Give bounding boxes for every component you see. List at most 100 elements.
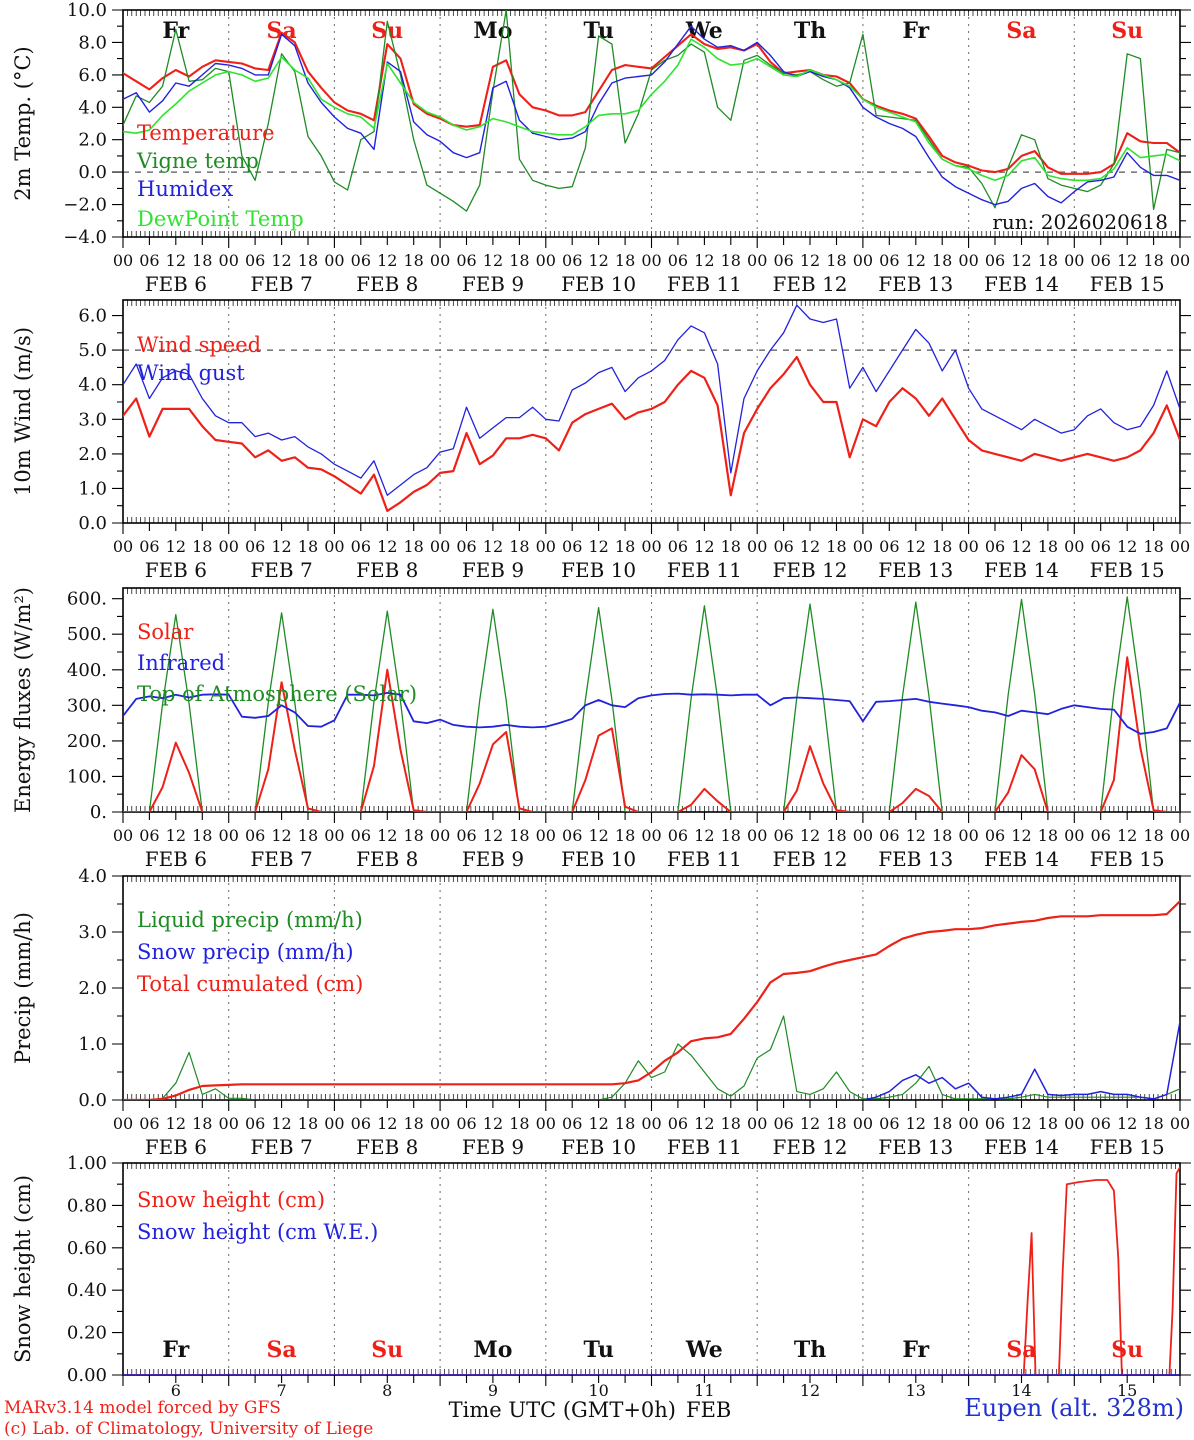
hour-label: 18: [826, 1114, 846, 1133]
hour-label: 12: [906, 251, 926, 270]
hour-label: 18: [932, 1114, 952, 1133]
legend-temperature: Temperature: [137, 121, 275, 145]
hour-label: 12: [800, 537, 820, 556]
panel-energy: 0. 100. 200. 300. 400. 500. 600. 00 06 12 18 00 06 12…: [11, 587, 1191, 871]
hour-label: 00: [536, 1114, 556, 1133]
hour-label: 18: [509, 537, 529, 556]
hour-label: 18: [826, 826, 846, 845]
hour-label: 00: [641, 251, 661, 270]
day-number-label: 9: [488, 1381, 498, 1400]
hour-label: 18: [932, 251, 952, 270]
hour-label: 00: [219, 826, 239, 845]
hour-label: 12: [800, 251, 820, 270]
date-label: FEB 10: [561, 1135, 636, 1159]
series-liquid-precip-mm-h: [123, 1015, 1180, 1100]
hour-label: 00: [641, 1114, 661, 1133]
y-axis-title-precip: Precip (mm/h): [11, 912, 35, 1064]
hour-label: 00: [747, 1114, 767, 1133]
day-number-label: 11: [694, 1381, 714, 1400]
date-label: FEB 12: [773, 272, 848, 296]
y-tick-label: 1.00: [67, 1153, 107, 1174]
y-ticks: [112, 598, 1191, 813]
date-label: FEB 15: [1090, 847, 1165, 871]
hour-label: 18: [403, 251, 423, 270]
day-name-label: Th: [794, 18, 826, 44]
y-tick-label: 10.0: [67, 0, 107, 21]
series-wind-gust: [123, 304, 1180, 496]
y-tick-label: 0.60: [67, 1238, 107, 1259]
hour-label: 00: [430, 537, 450, 556]
hour-label: 18: [298, 1114, 318, 1133]
hour-label: 12: [377, 1114, 397, 1133]
hour-label: 00: [430, 251, 450, 270]
day-name-label: Su: [371, 1337, 403, 1363]
y-tick-label: 2.0: [78, 444, 107, 465]
hour-label: 00: [1170, 826, 1190, 845]
hour-label: 06: [562, 251, 582, 270]
hour-label: 00: [1064, 1114, 1084, 1133]
hour-label: 18: [1038, 1114, 1058, 1133]
day-number-label: 8: [382, 1381, 392, 1400]
hour-label: 00: [853, 1114, 873, 1133]
day-number-label: 14: [1011, 1381, 1031, 1400]
date-label: FEB 6: [145, 1135, 207, 1159]
hour-label: 12: [1011, 1114, 1031, 1133]
panel-snow: 0.00 0.20 0.40 0.60 0.80 1.00 6 7 8 9 10 11 12 13 14 15…: [11, 1153, 1191, 1400]
date-label: FEB 9: [462, 1135, 524, 1159]
y-tick-label: 400.: [67, 660, 107, 681]
hour-label: 12: [694, 1114, 714, 1133]
hour-label: 18: [298, 826, 318, 845]
hour-label: 00: [219, 251, 239, 270]
hour-label: 18: [721, 251, 741, 270]
hour-label: 06: [668, 251, 688, 270]
hour-label: 12: [483, 251, 503, 270]
hour-label: 06: [139, 537, 159, 556]
hour-label: 12: [271, 251, 291, 270]
date-label: FEB 14: [984, 272, 1059, 296]
six-hour-ticks: [122, 812, 1181, 823]
y-tick-label: 1.0: [78, 478, 107, 499]
hour-label: 12: [906, 537, 926, 556]
hour-label: 00: [747, 537, 767, 556]
hour-label: 18: [826, 537, 846, 556]
y-tick-label: 0.0: [78, 513, 107, 534]
hour-label: 06: [1091, 537, 1111, 556]
hour-label: 18: [721, 1114, 741, 1133]
series-vigne-temp: [123, 10, 1180, 212]
hour-label: 12: [1117, 251, 1137, 270]
hour-label: 12: [271, 826, 291, 845]
hour-label: 00: [958, 251, 978, 270]
date-label: FEB 7: [250, 558, 312, 582]
legend-total-cumulated-cm: Total cumulated (cm): [137, 972, 363, 996]
hour-label: 06: [456, 1114, 476, 1133]
day-name-label: Fr: [902, 18, 929, 44]
hour-label: 00: [113, 826, 133, 845]
day-name-label: Mo: [473, 1337, 512, 1363]
date-label: FEB 13: [878, 558, 953, 582]
legend-snow-precip-mm-h: Snow precip (mm/h): [137, 940, 354, 964]
y-tick-label: 0.20: [67, 1323, 107, 1344]
hour-label: 00: [1064, 251, 1084, 270]
hour-label: 12: [1011, 251, 1031, 270]
hour-label: 00: [113, 251, 133, 270]
y-ticks: [112, 9, 1191, 238]
hour-label: 00: [430, 826, 450, 845]
hour-label: 12: [800, 826, 820, 845]
hour-label: 18: [509, 826, 529, 845]
hour-label: 00: [747, 251, 767, 270]
day-name-label: Mo: [473, 18, 512, 44]
hour-label: 12: [166, 537, 186, 556]
hour-label: 00: [219, 1114, 239, 1133]
day-name-label: Sa: [1006, 1337, 1036, 1363]
date-label: FEB 11: [667, 272, 742, 296]
date-label: FEB 10: [561, 847, 636, 871]
hour-label: 18: [721, 826, 741, 845]
y-tick-label: −4.0: [63, 227, 107, 248]
date-label: FEB 7: [250, 272, 312, 296]
hour-label: 18: [509, 251, 529, 270]
hour-label: 00: [1170, 1114, 1190, 1133]
panel-temperature: −4.0 −2.0 0.0 2.0 4.0 6.0 8.0 10.0 00 06 12 18 00 06 1…: [11, 0, 1191, 296]
hour-label: 06: [985, 251, 1005, 270]
hour-label: 18: [403, 826, 423, 845]
